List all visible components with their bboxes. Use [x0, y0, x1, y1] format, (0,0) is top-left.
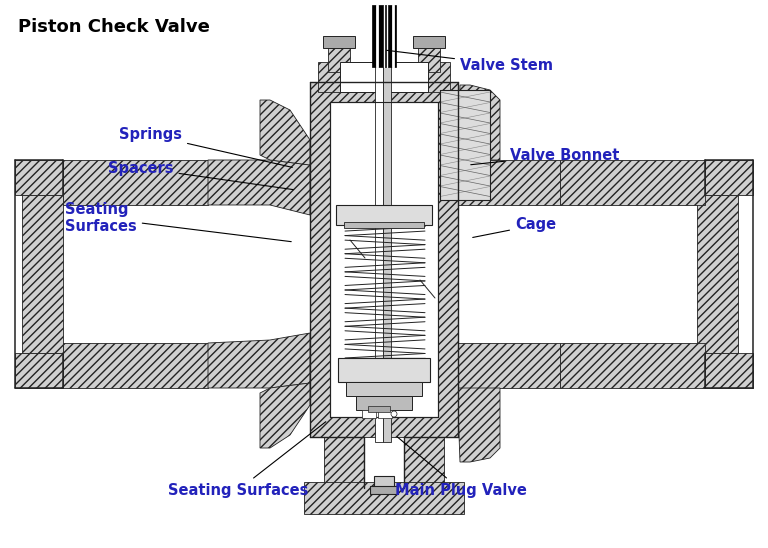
Polygon shape [413, 36, 445, 48]
Polygon shape [208, 333, 310, 388]
Text: Seating Surfaces: Seating Surfaces [168, 422, 326, 498]
Polygon shape [318, 62, 450, 92]
Polygon shape [336, 205, 432, 225]
Polygon shape [705, 353, 753, 388]
Polygon shape [383, 62, 391, 442]
Polygon shape [344, 222, 424, 228]
Polygon shape [63, 343, 208, 388]
Polygon shape [260, 100, 310, 165]
Polygon shape [362, 410, 376, 418]
Polygon shape [330, 102, 438, 417]
Polygon shape [63, 160, 208, 205]
Polygon shape [208, 160, 310, 215]
Text: Piston Check Valve: Piston Check Valve [18, 18, 210, 36]
Polygon shape [378, 410, 392, 418]
Polygon shape [323, 36, 355, 48]
Polygon shape [374, 476, 394, 488]
Polygon shape [458, 160, 560, 205]
Polygon shape [418, 42, 440, 72]
Polygon shape [697, 195, 738, 353]
Polygon shape [458, 343, 560, 388]
Polygon shape [560, 160, 705, 205]
Text: Main Plug Valve: Main Plug Valve [395, 437, 527, 498]
Polygon shape [404, 405, 444, 488]
Text: Valve Stem: Valve Stem [387, 50, 553, 72]
Polygon shape [15, 160, 63, 195]
Polygon shape [375, 62, 383, 442]
Circle shape [391, 411, 397, 417]
Text: Valve Bonnet: Valve Bonnet [471, 147, 619, 165]
Polygon shape [705, 160, 753, 195]
Polygon shape [356, 396, 412, 410]
Text: Cage: Cage [473, 218, 556, 237]
Polygon shape [310, 82, 458, 437]
Text: Seating
Surfaces: Seating Surfaces [65, 202, 291, 242]
Polygon shape [324, 405, 364, 488]
Polygon shape [328, 42, 350, 72]
Polygon shape [560, 343, 705, 388]
Polygon shape [340, 62, 428, 92]
Polygon shape [260, 383, 310, 448]
Text: Spacers: Spacers [108, 161, 293, 190]
Polygon shape [15, 353, 63, 388]
Polygon shape [458, 85, 500, 160]
Polygon shape [370, 486, 398, 494]
Polygon shape [440, 90, 490, 200]
Polygon shape [304, 482, 464, 514]
Polygon shape [458, 388, 500, 462]
Polygon shape [368, 406, 390, 412]
Polygon shape [22, 195, 63, 353]
Polygon shape [338, 358, 430, 382]
Text: Springs: Springs [119, 128, 293, 167]
Polygon shape [346, 382, 422, 396]
Polygon shape [372, 5, 396, 67]
